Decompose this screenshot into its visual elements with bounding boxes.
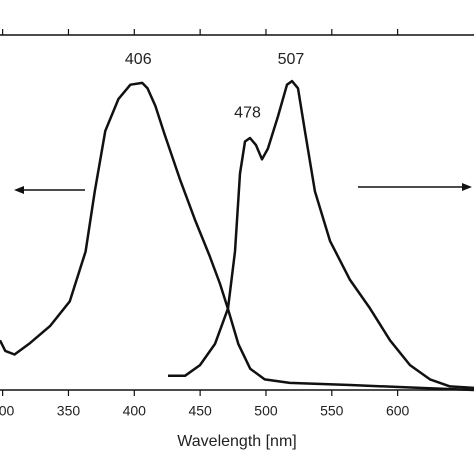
x-axis-label: Wavelength [nm] [177,433,296,450]
x-tick-label: 300 [0,403,15,419]
x-tick-label: 400 [123,403,147,419]
peak-annotation: 507 [278,51,305,68]
left-arrow [14,186,85,194]
peak-annotation: 478 [234,104,261,121]
spectrum-line [168,79,474,390]
right-arrow [358,183,472,191]
x-tick-label: 500 [254,403,278,419]
x-tick-label: 600 [386,403,410,419]
x-tick-label: 550 [320,403,344,419]
x-tick-label: 450 [188,403,212,419]
peak-annotation: 406 [125,51,152,68]
spectrum-line [0,81,474,392]
x-tick-label: 350 [57,403,81,419]
